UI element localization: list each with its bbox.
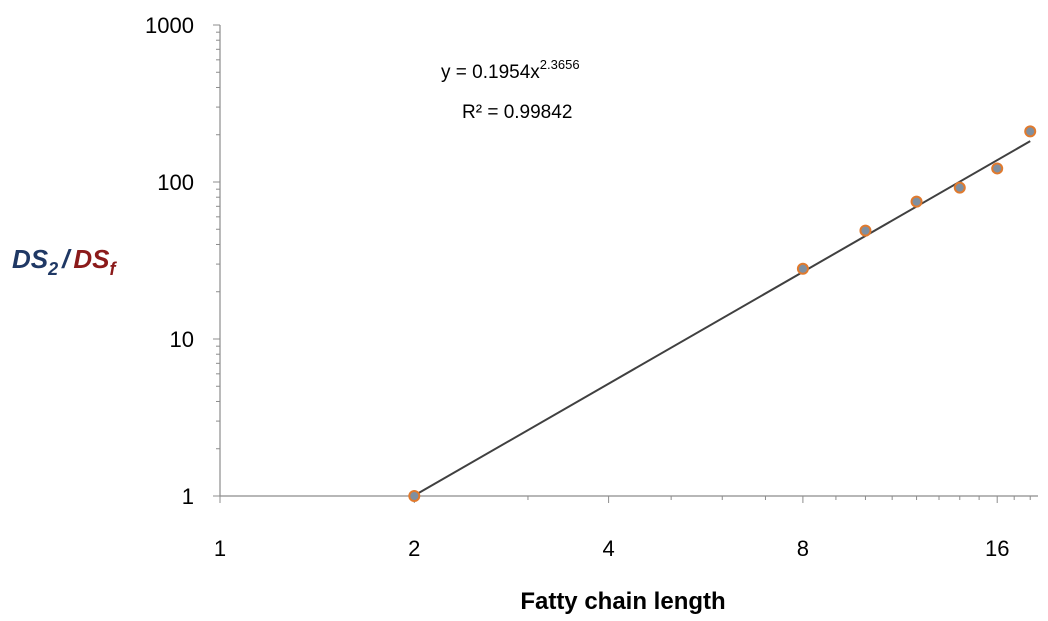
y-tick-label: 1000 <box>145 13 194 38</box>
data-point <box>796 262 809 275</box>
x-tick-label: 16 <box>985 536 1009 561</box>
y-axis-title-numerator-subscript: 2 <box>47 259 58 279</box>
data-points <box>408 125 1037 502</box>
axes <box>219 25 1038 497</box>
x-tick-label: 4 <box>602 536 614 561</box>
y-axis-title-numerator: DS <box>12 244 49 274</box>
y-axis-title: DS2/DSf <box>12 244 118 279</box>
tick-marks <box>213 24 1031 503</box>
data-point <box>910 195 923 208</box>
y-tick-label: 10 <box>170 327 194 352</box>
data-point <box>953 181 966 194</box>
y-tick-label: 100 <box>157 170 194 195</box>
y-tick-label: 1 <box>182 484 194 509</box>
trendline <box>413 140 1031 497</box>
y-axis-title-denominator-subscript: f <box>110 259 118 279</box>
x-tick-label: 1 <box>214 536 226 561</box>
r-squared-label: R² = 0.99842 <box>462 102 572 123</box>
data-point <box>408 490 421 502</box>
x-tick-label: 2 <box>408 536 420 561</box>
data-point <box>1024 125 1037 138</box>
data-point <box>991 162 1004 175</box>
trendline-group <box>413 140 1031 497</box>
y-axis-title-denominator: DS <box>73 244 110 274</box>
trendline-equation-exponent: 2.3656 <box>540 57 580 72</box>
tick-labels: 1 10 100 1000 1 2 4 8 16 <box>145 13 1009 561</box>
trendline-equation: y = 0.1954x2.3656 <box>441 57 580 83</box>
y-axis-title-separator: / <box>61 244 72 274</box>
trendline-equation-base: y = 0.1954x <box>441 62 540 83</box>
data-point <box>859 224 872 237</box>
x-tick-label: 8 <box>797 536 809 561</box>
x-axis-title: Fatty chain length <box>520 588 725 615</box>
